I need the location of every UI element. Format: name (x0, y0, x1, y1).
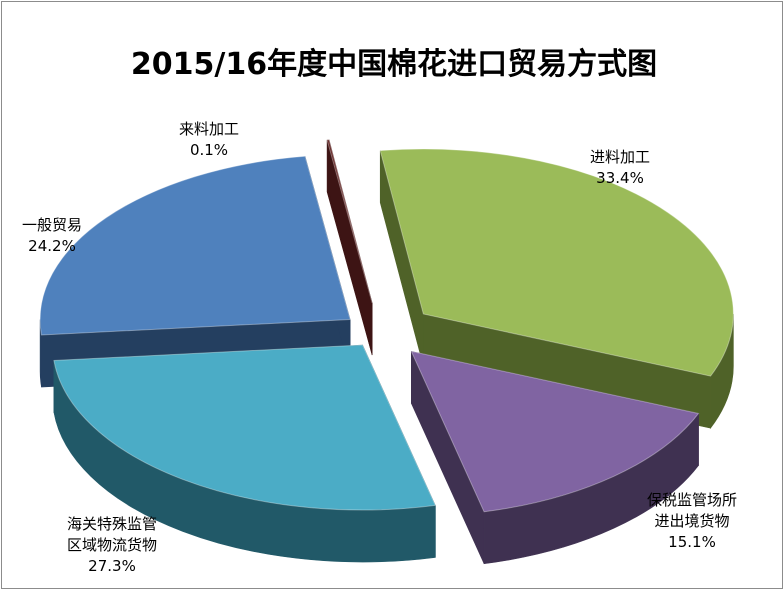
pie-slice-top (53, 344, 437, 511)
slices-layer (39, 139, 734, 565)
slice-label-0: 进料加工 33.4% (590, 148, 650, 187)
slice-label-2: 海关特殊监管区域物流货物 27.3% (67, 515, 157, 575)
slice-name-label: 区域物流货物 (67, 536, 157, 554)
pie-slice-side (710, 313, 734, 430)
slice-name-label: 进料加工 (590, 148, 650, 166)
pie-slice-top (39, 155, 351, 336)
pie-slice-top (410, 350, 700, 513)
pie-slice-top (379, 148, 734, 377)
slice-value-label: 27.3% (88, 557, 136, 575)
slice-label-4: 来料加工 0.1% (179, 120, 239, 159)
slice-label-1: 保税监管场所进出境货物 15.1% (647, 491, 737, 551)
chart-title: 2015/16年度中国棉花进口贸易方式图 (131, 47, 657, 82)
slice-value-label: 24.2% (28, 237, 76, 255)
slice-name-label: 保税监管场所 (647, 491, 737, 509)
pie-slice-0 (379, 148, 734, 430)
slice-name-label: 海关特殊监管 (67, 515, 157, 533)
slice-value-label: 15.1% (668, 533, 716, 551)
pie-slice-2 (53, 344, 437, 563)
pie-slice-4 (326, 139, 373, 356)
slice-value-label: 33.4% (596, 169, 644, 187)
slice-value-label: 0.1% (190, 141, 228, 159)
labels-layer: 进料加工 33.4% 保税监管场所进出境货物 15.1% 海关特殊监管区域物流货物 27.… (22, 120, 737, 575)
pie-slice-top (326, 139, 373, 304)
pie-slice-1 (410, 350, 700, 565)
slice-label-3: 一般贸易 24.2% (22, 216, 82, 255)
slice-name-label: 一般贸易 (22, 216, 82, 234)
slice-name-label: 进出境货物 (654, 512, 729, 530)
slice-name-label: 来料加工 (179, 120, 239, 138)
